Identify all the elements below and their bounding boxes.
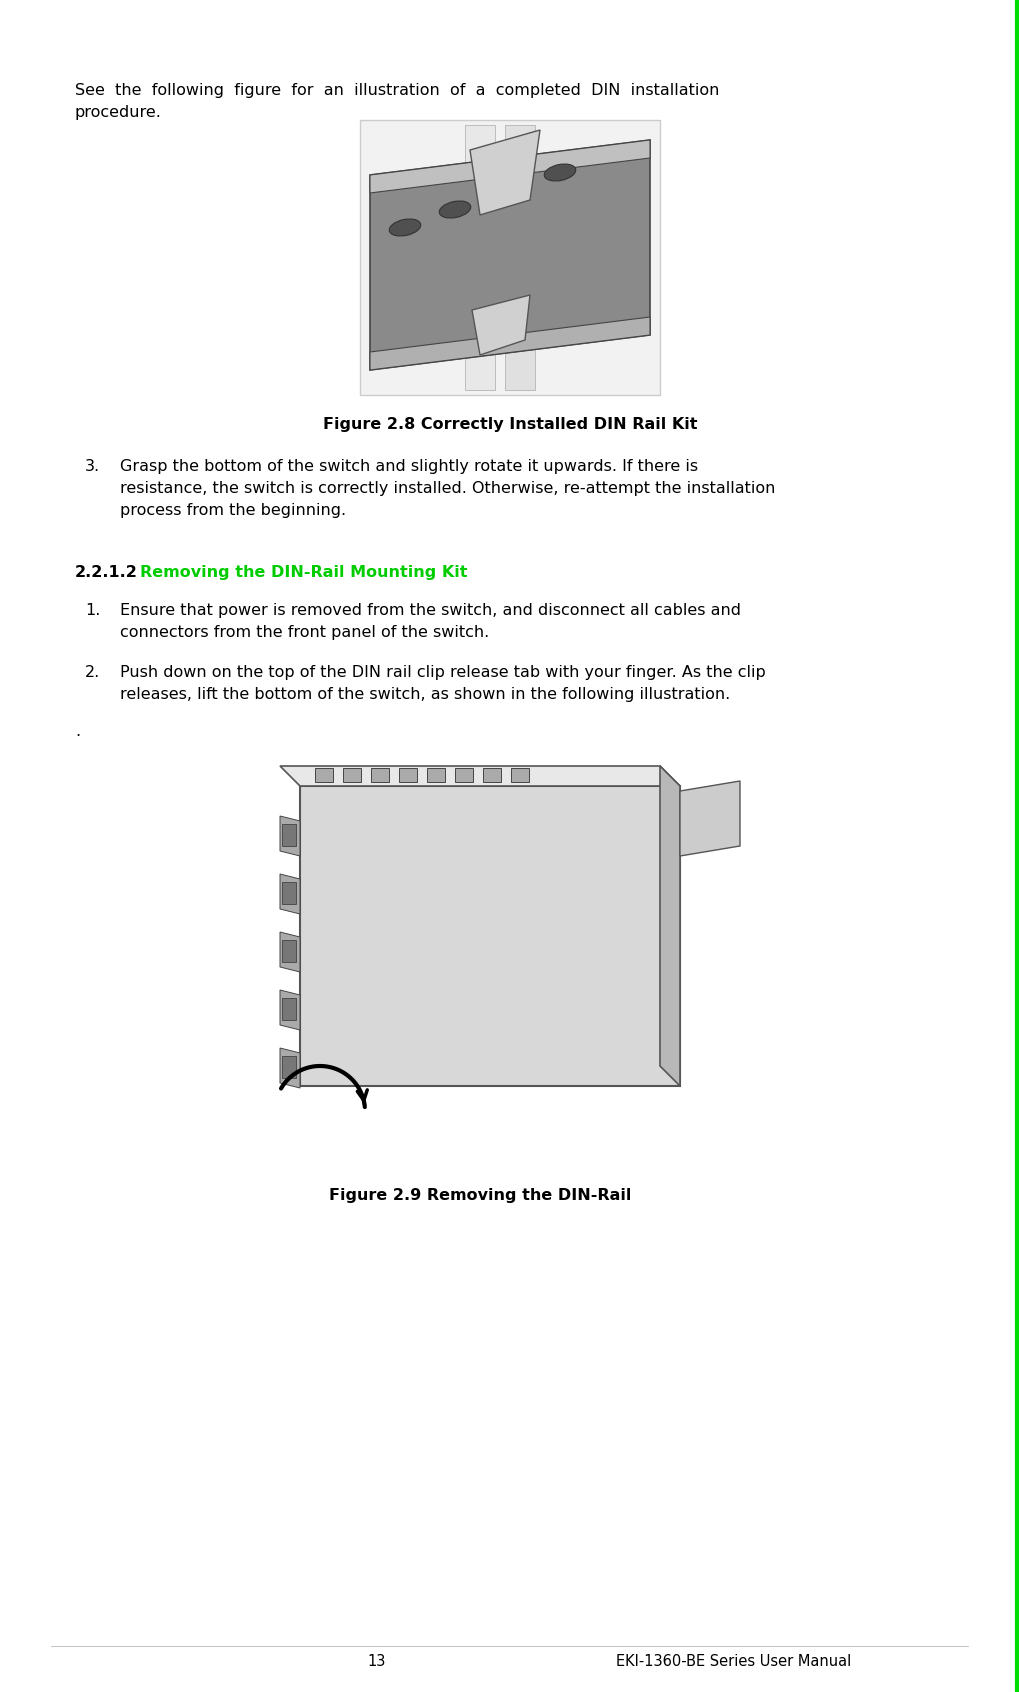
Text: 2.2.1.2: 2.2.1.2: [75, 565, 138, 580]
Polygon shape: [315, 768, 333, 782]
Text: Figure 2.8 Correctly Installed DIN Rail Kit: Figure 2.8 Correctly Installed DIN Rail …: [323, 416, 697, 431]
Text: 2.: 2.: [85, 665, 100, 680]
Text: Removing the DIN-Rail Mounting Kit: Removing the DIN-Rail Mounting Kit: [140, 565, 468, 580]
Bar: [282, 1056, 296, 1078]
Polygon shape: [280, 875, 300, 914]
Text: .: .: [75, 724, 81, 739]
FancyBboxPatch shape: [360, 120, 660, 394]
Polygon shape: [280, 766, 680, 787]
Polygon shape: [483, 768, 501, 782]
Polygon shape: [280, 990, 300, 1030]
Text: See  the  following  figure  for  an  illustration  of  a  completed  DIN  insta: See the following figure for an illustra…: [75, 83, 719, 98]
Text: 13: 13: [368, 1655, 386, 1668]
Polygon shape: [680, 782, 740, 856]
Ellipse shape: [489, 183, 521, 200]
Polygon shape: [300, 787, 680, 1086]
Polygon shape: [370, 140, 650, 193]
Text: Ensure that power is removed from the switch, and disconnect all cables and: Ensure that power is removed from the sw…: [120, 602, 741, 618]
Text: Figure 2.9 Removing the DIN-Rail: Figure 2.9 Removing the DIN-Rail: [329, 1188, 631, 1203]
Polygon shape: [280, 932, 300, 971]
Bar: [282, 998, 296, 1020]
Polygon shape: [455, 768, 473, 782]
Polygon shape: [343, 768, 361, 782]
Bar: [282, 882, 296, 904]
Text: process from the beginning.: process from the beginning.: [120, 503, 346, 518]
Text: Grasp the bottom of the switch and slightly rotate it upwards. If there is: Grasp the bottom of the switch and sligh…: [120, 459, 698, 474]
Polygon shape: [472, 294, 530, 355]
Text: releases, lift the bottom of the switch, as shown in the following illustration.: releases, lift the bottom of the switch,…: [120, 687, 731, 702]
Text: connectors from the front panel of the switch.: connectors from the front panel of the s…: [120, 624, 489, 640]
Polygon shape: [511, 768, 529, 782]
Polygon shape: [470, 130, 540, 215]
Polygon shape: [427, 768, 445, 782]
Polygon shape: [370, 316, 650, 371]
Text: procedure.: procedure.: [75, 105, 162, 120]
Text: 3.: 3.: [85, 459, 100, 474]
Text: EKI-1360-BE Series User Manual: EKI-1360-BE Series User Manual: [616, 1655, 851, 1668]
Text: resistance, the switch is correctly installed. Otherwise, re-attempt the install: resistance, the switch is correctly inst…: [120, 481, 775, 496]
Polygon shape: [660, 766, 680, 1086]
Ellipse shape: [544, 164, 576, 181]
Polygon shape: [371, 768, 389, 782]
FancyBboxPatch shape: [505, 125, 535, 389]
Polygon shape: [399, 768, 417, 782]
Polygon shape: [370, 140, 650, 371]
Text: Push down on the top of the DIN rail clip release tab with your finger. As the c: Push down on the top of the DIN rail cli…: [120, 665, 765, 680]
Polygon shape: [280, 816, 300, 856]
Polygon shape: [280, 1047, 300, 1088]
Bar: [282, 824, 296, 846]
FancyBboxPatch shape: [465, 125, 495, 389]
Bar: [282, 941, 296, 963]
Ellipse shape: [389, 218, 421, 235]
Text: 1.: 1.: [85, 602, 101, 618]
Ellipse shape: [439, 201, 471, 218]
